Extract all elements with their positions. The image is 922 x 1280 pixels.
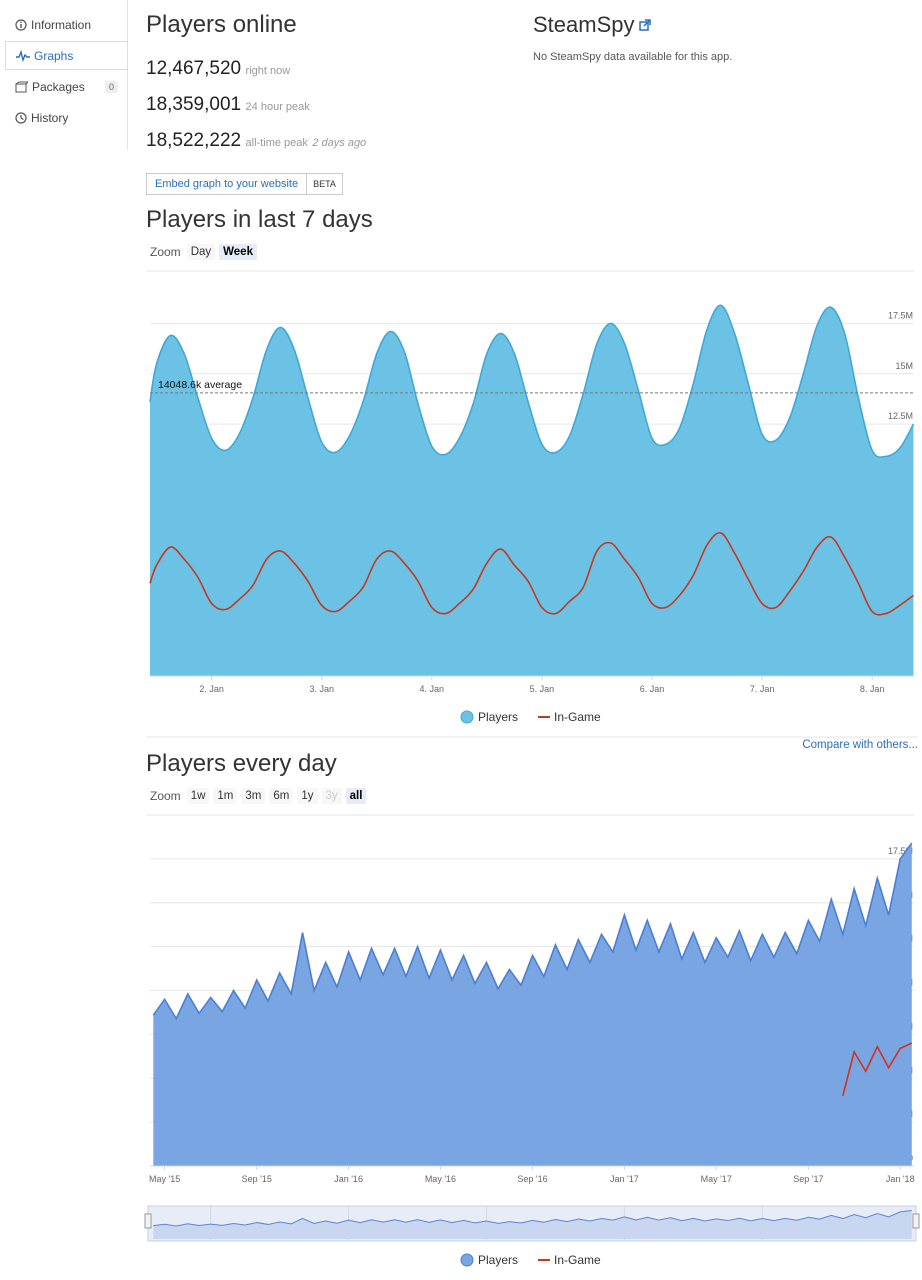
x-tick-label: 8. Jan bbox=[860, 684, 885, 694]
icon bbox=[16, 49, 30, 62]
zoom-button[interactable]: 3m bbox=[241, 788, 266, 804]
navigator-area bbox=[153, 1210, 912, 1239]
x-tick-label: May '15 bbox=[149, 1174, 180, 1184]
zoom-bar: Zoom 1w 1m 3m 6m 1y 3y all bbox=[150, 788, 370, 804]
icon bbox=[15, 81, 28, 92]
chart-title: Players in last 7 days bbox=[146, 206, 373, 233]
x-tick-label: Sep '15 bbox=[242, 1174, 272, 1184]
line bbox=[152, 842, 913, 1021]
legend-marker bbox=[460, 710, 474, 724]
stat-label: right now bbox=[245, 65, 291, 77]
stat-label: all-time peak bbox=[245, 137, 308, 149]
zoom-button[interactable]: Week bbox=[219, 244, 257, 260]
y-tick-label: 12.5M bbox=[888, 411, 913, 421]
stat-value: 18,522,222 bbox=[146, 130, 242, 151]
line bbox=[842, 1042, 913, 1096]
embed-button[interactable]: Embed graph to your website BETA bbox=[146, 173, 343, 195]
embed-label[interactable]: Embed graph to your website bbox=[147, 174, 308, 194]
nav-label: Graphs bbox=[34, 48, 74, 63]
y-tick-label: 15M bbox=[895, 361, 913, 371]
zoom-button[interactable]: all bbox=[345, 788, 367, 804]
external-link-icon[interactable] bbox=[638, 19, 651, 31]
stat-note: 2 days ago bbox=[312, 137, 367, 149]
badge: 0 bbox=[104, 81, 118, 93]
nav-label: Packages bbox=[32, 79, 85, 94]
x-tick-label: Sep '16 bbox=[517, 1174, 547, 1184]
legend-label[interactable]: Players bbox=[478, 710, 518, 724]
zoom-label: Zoom bbox=[150, 245, 181, 259]
stat-label: 24 hour peak bbox=[245, 101, 310, 113]
stat-value: 12,467,520 bbox=[146, 58, 242, 79]
x-tick-label: Jan '18 bbox=[886, 1174, 915, 1184]
stat: 18,359,001 24 hour peak bbox=[146, 94, 310, 116]
y-tick-label: 17.5M bbox=[888, 310, 913, 320]
area bbox=[150, 305, 914, 676]
stat: 18,522,222 all-time peak 2 days ago bbox=[146, 130, 366, 152]
stat-value: 18,359,001 bbox=[146, 94, 242, 115]
zoom-button[interactable]: 1m bbox=[213, 788, 238, 804]
line bbox=[149, 531, 914, 616]
icon bbox=[15, 18, 27, 31]
x-tick-label: 7. Jan bbox=[750, 684, 775, 694]
area bbox=[153, 843, 912, 1166]
navigator-handle[interactable] bbox=[144, 1213, 152, 1229]
x-tick-label: 4. Jan bbox=[420, 684, 445, 694]
x-tick-label: 6. Jan bbox=[640, 684, 665, 694]
icon bbox=[15, 111, 27, 124]
x-tick-label: 3. Jan bbox=[309, 684, 334, 694]
x-tick-label: 5. Jan bbox=[530, 684, 555, 694]
steamspy-header: SteamSpy bbox=[533, 12, 651, 38]
nav-label: History bbox=[31, 110, 69, 125]
zoom-button[interactable]: Day bbox=[186, 244, 216, 260]
legend-label[interactable]: In-Game bbox=[554, 710, 601, 724]
x-tick-label: Jan '16 bbox=[334, 1174, 363, 1184]
x-tick-label: Jan '17 bbox=[610, 1174, 639, 1184]
y-tick-label: 17.5M bbox=[888, 846, 913, 856]
nav-label: Information bbox=[31, 17, 92, 32]
chart-title: Players every day bbox=[146, 750, 337, 777]
sidebar: Information Graphs Packages 0 History bbox=[0, 0, 128, 150]
nav-item[interactable]: Graphs bbox=[5, 41, 128, 70]
nav-item[interactable]: Information bbox=[5, 10, 126, 39]
zoom-button[interactable]: 1w bbox=[186, 788, 210, 804]
navigator-handle[interactable] bbox=[912, 1213, 920, 1229]
navigator-line bbox=[153, 1209, 912, 1227]
nav-item[interactable]: History bbox=[5, 103, 126, 132]
nav-item[interactable]: Packages 0 bbox=[5, 72, 126, 101]
compare-link[interactable]: Compare with others... bbox=[802, 739, 918, 751]
steamspy-text: No SteamSpy data available for this app. bbox=[533, 51, 733, 63]
beta-badge: BETA bbox=[313, 179, 336, 189]
x-tick-label: May '16 bbox=[425, 1174, 456, 1184]
x-tick-label: May '17 bbox=[701, 1174, 732, 1184]
zoom-label: Zoom bbox=[150, 789, 181, 803]
legend-label[interactable]: In-Game bbox=[554, 1253, 601, 1267]
stat: 12,467,520 right now bbox=[146, 58, 290, 80]
line bbox=[149, 304, 915, 458]
zoom-button[interactable]: 1y bbox=[297, 788, 318, 804]
zoom-bar: Zoom Day Week bbox=[150, 244, 261, 260]
legend-label[interactable]: Players bbox=[478, 1253, 518, 1267]
section-title: Players online bbox=[146, 11, 297, 38]
section-title: SteamSpy bbox=[533, 12, 635, 37]
legend-marker bbox=[460, 1253, 474, 1267]
average-label: 14048.6k average bbox=[158, 379, 242, 391]
zoom-button[interactable]: 6m bbox=[269, 788, 294, 804]
x-tick-label: 2. Jan bbox=[199, 684, 224, 694]
zoom-button: 3y bbox=[321, 788, 342, 804]
x-tick-label: Sep '17 bbox=[793, 1174, 823, 1184]
